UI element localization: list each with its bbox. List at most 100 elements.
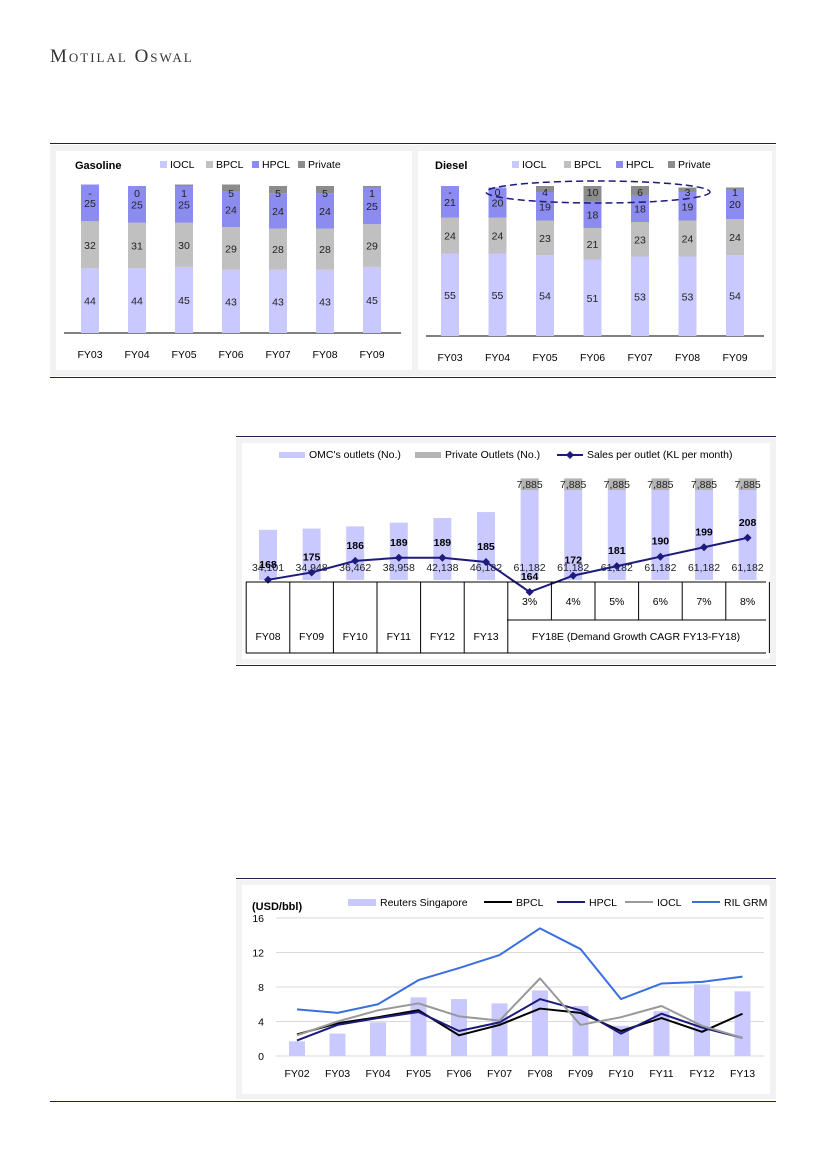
- data-label-private-fy07: 5: [275, 188, 281, 200]
- data-label-sales-per-outlet-4: 189: [434, 537, 452, 549]
- growth-label-5: 8%: [740, 596, 755, 608]
- data-label-bpcl-fy06: 29: [225, 243, 237, 255]
- data-label-private-outlets-8: 7,885: [604, 479, 630, 491]
- data-label-sales-per-outlet-8: 181: [608, 545, 626, 557]
- line-sales-per-outlet: [267, 536, 748, 594]
- bar-hpcl-fy04: [128, 186, 146, 223]
- data-label-hpcl-fy03: 21: [444, 197, 456, 209]
- legend-label-ril-grm: RIL GRM: [724, 897, 767, 909]
- legend-swatch-iocl: [160, 161, 167, 168]
- data-label-sales-per-outlet-6: 164: [521, 571, 539, 583]
- data-label-iocl-fy07: 43: [272, 296, 284, 308]
- bar-hpcl-fy06: [222, 191, 240, 228]
- grm-top-rule: [236, 878, 776, 879]
- legend-label-iocl: IOCL: [170, 159, 195, 171]
- bar-reuters-singapore-fy03: [329, 1033, 346, 1056]
- bar-reuters-singapore-fy10: [613, 1025, 629, 1056]
- bar-iocl-fy07: [269, 269, 287, 333]
- data-label-bpcl-fy03: 24: [444, 231, 456, 243]
- projection-label: FY18E (Demand Growth CAGR FY13-FY18): [532, 631, 740, 643]
- data-label-sales-per-outlet-5: 185: [477, 541, 495, 553]
- bar-private-fy07: [269, 186, 287, 194]
- legend-label-private: Private: [308, 159, 341, 171]
- diesel-title: Diesel: [435, 160, 467, 172]
- data-label-hpcl-fy04: 20: [492, 198, 504, 210]
- legend-swatch-iocl: [512, 161, 519, 168]
- marker-sales-per-outlet-6: [525, 588, 534, 596]
- bar-bpcl-fy05: [175, 222, 193, 267]
- data-label-bpcl-fy05: 23: [539, 233, 551, 245]
- brand-logo: Motilal Oswal: [50, 46, 194, 67]
- bar-omc-outlets-3: [389, 522, 408, 580]
- legend-label-bpcl: BPCL: [516, 897, 544, 909]
- bar-hpcl-fy09: [726, 189, 744, 219]
- data-label-private-fy05: 4: [542, 187, 548, 199]
- outlets-chart-svg: OMC's outlets (No.) Private Outlets (No.)…: [245, 449, 770, 654]
- bar-bpcl-fy04: [128, 222, 146, 269]
- legend-marker-sales-per-outlet: [566, 451, 574, 459]
- bar-omc-outlets-2: [346, 526, 365, 580]
- data-label-iocl-fy05: 45: [178, 295, 190, 307]
- x-tick-fy08: FY08: [312, 349, 337, 361]
- data-label-omc-outlets-7: 61,182: [557, 562, 589, 574]
- data-label-hpcl-fy06: 24: [225, 205, 237, 217]
- x-tick-fy12: FY12: [430, 631, 455, 643]
- bar-hpcl-fy05: [175, 186, 193, 223]
- data-label-private-fy08: 5: [322, 188, 328, 200]
- bar-private-fy09: [726, 187, 744, 189]
- data-label-private-outlets-9: 7,885: [647, 479, 673, 491]
- marker-sales-per-outlet-11: [743, 533, 752, 542]
- line-hpcl: [296, 998, 743, 1042]
- legend-swatch-private-outlets: [415, 452, 441, 458]
- bar-omc-outlets-6: [520, 490, 539, 580]
- bar-omc-outlets-5: [477, 512, 495, 580]
- x-tick-fy11: FY11: [387, 631, 411, 643]
- x-tick-fy10: FY10: [343, 631, 368, 643]
- data-label-bpcl-fy09: 24: [729, 232, 741, 244]
- bar-hpcl-fy07: [269, 193, 287, 229]
- x-tick-fy13: FY13: [730, 1068, 755, 1080]
- x-tick-fy08: FY08: [675, 352, 700, 364]
- bar-bpcl-fy06: [583, 228, 602, 260]
- data-label-private-fy03: -: [88, 188, 92, 200]
- bar-reuters-singapore-fy13: [734, 991, 751, 1056]
- outlets-chart: OMC's outlets (No.) Private Outlets (No.)…: [242, 443, 770, 659]
- legend-label-hpcl: HPCL: [262, 159, 290, 171]
- data-label-private-fy05: 1: [181, 188, 187, 200]
- legend-label-hpcl: HPCL: [626, 159, 654, 171]
- data-label-private-fy09: 1: [369, 188, 375, 200]
- bar-reuters-singapore-fy12: [694, 984, 710, 1056]
- legend-swatch-reuters-singapore: [348, 899, 376, 906]
- x-tick-fy12: FY12: [689, 1068, 714, 1080]
- data-label-omc-outlets-4: 42,138: [426, 562, 458, 574]
- x-tick-fy02: FY02: [284, 1068, 309, 1080]
- marker-sales-per-outlet-2: [351, 556, 360, 565]
- data-label-private-fy04: 0: [134, 188, 140, 200]
- y-axis-label: (USD/bbl): [252, 901, 302, 913]
- y-tick-16: 16: [252, 913, 264, 925]
- data-label-hpcl-fy05: 25: [178, 199, 190, 211]
- x-tick-fy05: FY05: [406, 1068, 431, 1080]
- legend-label-omc-outlets: OMC's outlets (No.): [309, 449, 401, 461]
- data-label-bpcl-fy05: 30: [178, 240, 190, 252]
- data-label-private-outlets-11: 7,885: [734, 479, 760, 491]
- growth-label-4: 7%: [696, 596, 711, 608]
- data-label-iocl-fy03: 55: [444, 290, 456, 302]
- data-label-iocl-fy04: 44: [131, 296, 143, 308]
- data-label-omc-outlets-9: 61,182: [644, 562, 676, 574]
- legend-swatch-bpcl: [206, 161, 213, 168]
- bar-private-fy05: [175, 184, 193, 186]
- bar-bpcl-fy07: [269, 228, 287, 270]
- line-ril-grm: [296, 927, 743, 1014]
- x-tick-fy06: FY06: [218, 349, 243, 361]
- x-tick-fy09: FY09: [722, 352, 747, 364]
- data-label-iocl-fy08: 43: [319, 296, 331, 308]
- bar-iocl-fy09: [726, 255, 744, 336]
- data-label-hpcl-fy07: 18: [634, 204, 646, 216]
- diesel-chart-svg: Diesel IOCL BPCL HPCL Private552421-FY035524…: [426, 159, 764, 364]
- bar-private-outlets-8: [607, 478, 626, 490]
- bar-private-fy05: [536, 186, 554, 192]
- marker-sales-per-outlet-3: [394, 553, 403, 562]
- legend-label-private-outlets: Private Outlets (No.): [445, 449, 540, 461]
- bar-iocl-fy05: [175, 266, 193, 333]
